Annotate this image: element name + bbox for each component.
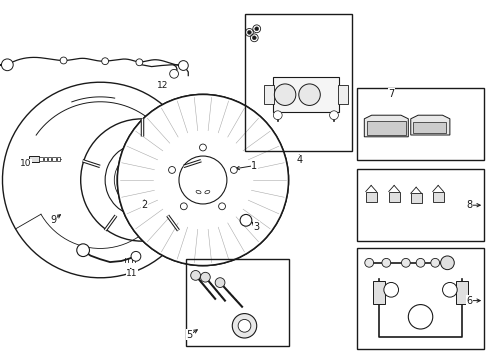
Circle shape — [199, 144, 206, 151]
Circle shape — [131, 251, 141, 261]
Bar — [337, 85, 347, 104]
Circle shape — [190, 270, 200, 280]
Circle shape — [407, 305, 432, 329]
Circle shape — [430, 258, 439, 267]
Circle shape — [254, 27, 258, 31]
Circle shape — [329, 111, 338, 120]
Bar — [185, 259, 288, 346]
Bar — [372, 281, 385, 304]
Text: 8: 8 — [466, 200, 471, 210]
Circle shape — [179, 156, 226, 204]
Bar — [57, 157, 60, 161]
Bar — [52, 157, 56, 161]
Circle shape — [168, 167, 175, 174]
Circle shape — [215, 278, 224, 288]
Bar — [272, 77, 338, 112]
Circle shape — [252, 36, 256, 40]
Circle shape — [381, 258, 390, 267]
Bar — [39, 157, 42, 161]
Polygon shape — [410, 115, 449, 135]
Circle shape — [60, 57, 67, 64]
Text: 1: 1 — [251, 161, 257, 171]
Circle shape — [178, 60, 188, 71]
Circle shape — [364, 258, 373, 267]
Circle shape — [180, 203, 187, 210]
Bar — [356, 248, 483, 349]
Circle shape — [383, 283, 398, 297]
Bar — [410, 193, 421, 203]
Circle shape — [200, 272, 210, 282]
Bar — [356, 88, 483, 160]
Bar — [388, 192, 399, 202]
Text: 7: 7 — [387, 89, 393, 99]
Circle shape — [415, 258, 424, 267]
Bar — [29, 156, 39, 162]
Text: 5: 5 — [186, 330, 192, 340]
Circle shape — [273, 111, 282, 120]
Bar — [48, 157, 51, 161]
Bar — [455, 281, 467, 304]
Text: 4: 4 — [296, 155, 302, 165]
Text: 3: 3 — [253, 222, 259, 232]
Bar — [264, 85, 273, 104]
Text: 6: 6 — [466, 296, 471, 306]
Text: 2: 2 — [141, 200, 147, 210]
Circle shape — [401, 258, 409, 267]
Circle shape — [136, 59, 142, 66]
Circle shape — [1, 59, 13, 71]
Text: 11: 11 — [126, 269, 138, 278]
Circle shape — [232, 314, 256, 338]
Circle shape — [169, 69, 178, 78]
Circle shape — [442, 283, 456, 297]
Text: 12: 12 — [157, 81, 168, 90]
Circle shape — [238, 319, 250, 332]
Circle shape — [274, 84, 295, 105]
Circle shape — [230, 167, 237, 174]
Bar — [43, 157, 47, 161]
Circle shape — [102, 58, 108, 65]
Circle shape — [440, 256, 453, 270]
Bar — [366, 121, 405, 135]
Bar — [365, 192, 376, 202]
Text: 10: 10 — [20, 159, 32, 168]
Circle shape — [218, 203, 225, 210]
Bar — [356, 169, 483, 241]
Bar — [244, 14, 351, 151]
Ellipse shape — [196, 190, 201, 194]
Circle shape — [298, 84, 320, 105]
Bar — [412, 122, 446, 133]
Circle shape — [117, 94, 288, 266]
Circle shape — [240, 215, 251, 226]
Text: 9: 9 — [51, 215, 57, 225]
Ellipse shape — [204, 190, 209, 194]
Circle shape — [77, 244, 89, 257]
Polygon shape — [364, 115, 407, 137]
Bar — [432, 192, 443, 202]
Circle shape — [247, 31, 251, 34]
